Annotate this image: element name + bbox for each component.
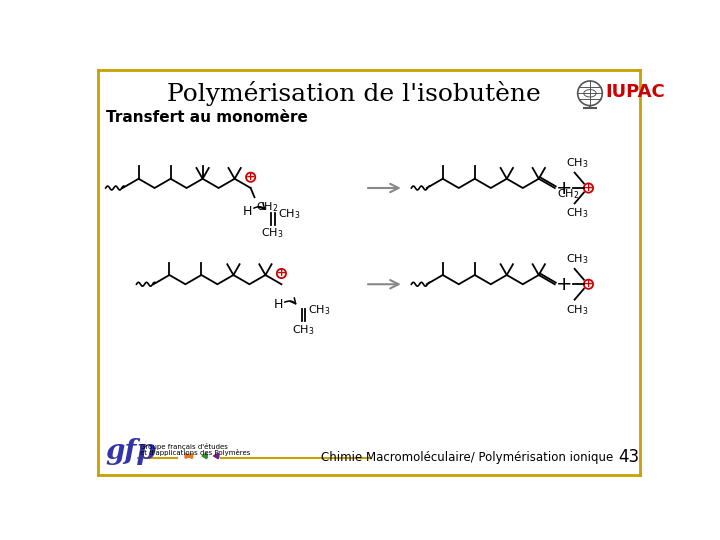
Text: H: H: [243, 205, 252, 218]
Text: CH$_2$: CH$_2$: [256, 200, 279, 214]
Text: +: +: [584, 279, 593, 289]
Wedge shape: [186, 454, 193, 458]
Text: CH$_3$: CH$_3$: [278, 207, 300, 221]
Text: CH$_3$: CH$_3$: [566, 303, 588, 316]
Text: +: +: [584, 183, 593, 193]
Text: 43: 43: [618, 449, 640, 467]
Wedge shape: [202, 453, 207, 458]
Text: +: +: [557, 275, 573, 294]
Wedge shape: [185, 454, 192, 458]
Text: CH$_3$: CH$_3$: [261, 226, 284, 240]
Text: Chimie Macromoléculaire/ Polymérisation ionique: Chimie Macromoléculaire/ Polymérisation …: [321, 451, 613, 464]
Text: IUPAC: IUPAC: [606, 83, 665, 101]
Text: H: H: [274, 298, 283, 311]
Text: CH$_3$: CH$_3$: [566, 252, 588, 266]
Text: et d'applications des Polymères: et d'applications des Polymères: [140, 449, 250, 456]
Text: CH$_3$: CH$_3$: [566, 206, 588, 220]
Text: Groupe français d'études: Groupe français d'études: [140, 443, 228, 450]
Text: Transfert au monomère: Transfert au monomère: [106, 111, 307, 125]
Text: CH$_3$: CH$_3$: [308, 303, 331, 318]
Text: +: +: [246, 172, 256, 182]
Text: +: +: [557, 179, 573, 198]
Text: +: +: [276, 268, 286, 279]
Wedge shape: [213, 453, 219, 458]
Text: CH$_2$: CH$_2$: [557, 187, 580, 201]
Text: gfp: gfp: [106, 438, 156, 465]
Text: Polymérisation de l'isobutène: Polymérisation de l'isobutène: [167, 81, 541, 106]
Text: CH$_3$: CH$_3$: [566, 156, 588, 170]
Text: CH$_3$: CH$_3$: [292, 323, 314, 336]
